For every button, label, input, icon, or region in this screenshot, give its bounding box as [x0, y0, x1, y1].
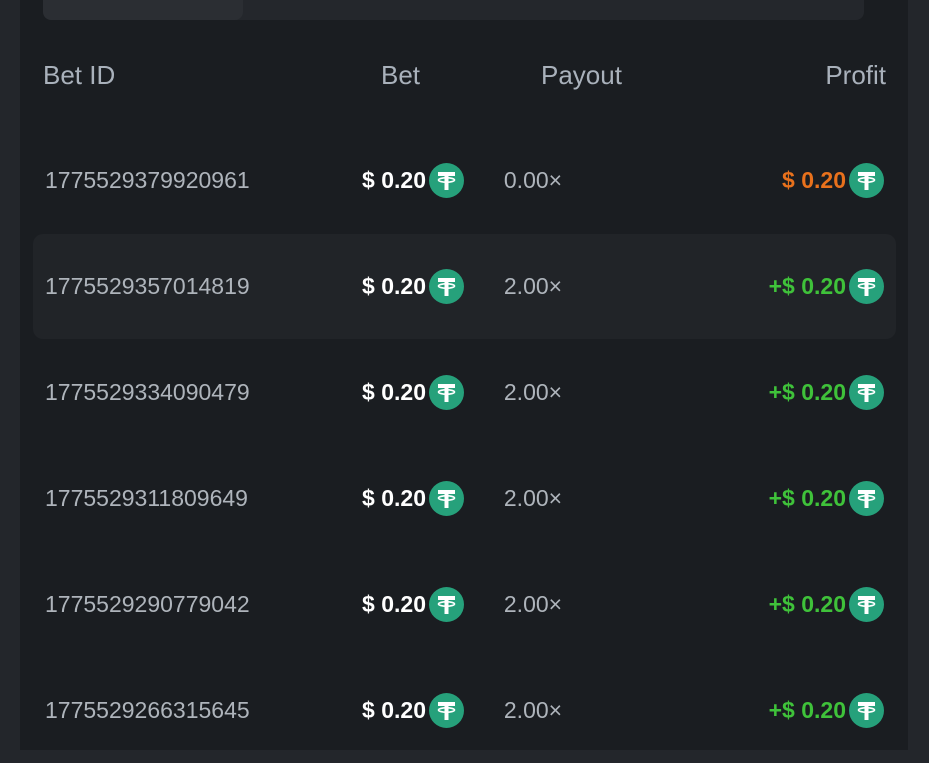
bet-amount: $ 0.20 — [362, 340, 464, 445]
tether-usdt-icon — [849, 269, 884, 304]
tab-bar — [43, 0, 864, 20]
tether-usdt-icon — [849, 375, 884, 410]
profit-value: +$ 0.20 — [768, 273, 846, 299]
tether-usdt-icon — [429, 587, 464, 622]
profit-value: +$ 0.20 — [768, 591, 846, 617]
bet-amount: $ 0.20 — [362, 128, 464, 233]
profit: +$ 0.20 — [769, 234, 884, 339]
profit-value: +$ 0.20 — [768, 697, 846, 723]
table-row[interactable]: 1775529266315645 $ 0.20 2.00× +$ 0.20 — [33, 658, 896, 763]
profit: +$ 0.20 — [769, 446, 884, 551]
tether-usdt-icon — [849, 693, 884, 728]
header-bet-id: Bet ID — [43, 60, 116, 90]
table-row[interactable]: 1775529379920961 $ 0.20 0.00× $ 0.20 — [33, 128, 896, 233]
tether-usdt-icon — [429, 693, 464, 728]
bet-amount-value: $ 0.20 — [362, 167, 426, 193]
bet-amount-value: $ 0.20 — [362, 591, 426, 617]
bet-amount-value: $ 0.20 — [362, 485, 426, 511]
table-row[interactable]: 1775529357014819 $ 0.20 2.00× +$ 0.20 — [33, 234, 896, 339]
profit: +$ 0.20 — [769, 340, 884, 445]
header-bet: Bet — [381, 60, 421, 90]
tether-usdt-icon — [429, 269, 464, 304]
payout: 2.00× — [503, 697, 563, 723]
bet-id: 1775529357014819 — [45, 273, 250, 299]
tether-usdt-icon — [429, 481, 464, 516]
payout: 2.00× — [503, 273, 563, 299]
bet-id: 1775529311809649 — [45, 485, 248, 511]
tether-usdt-icon — [429, 375, 464, 410]
tether-usdt-icon — [429, 163, 464, 198]
header-profit: Profit — [825, 60, 886, 90]
bet-id: 1775529290779042 — [45, 591, 250, 617]
bet-amount: $ 0.20 — [362, 446, 464, 551]
bet-amount: $ 0.20 — [362, 552, 464, 657]
header-payout: Payout — [541, 60, 622, 90]
bet-amount-value: $ 0.20 — [362, 273, 426, 299]
payout: 2.00× — [503, 485, 563, 511]
payout: 0.00× — [503, 167, 563, 193]
table-row[interactable]: 1775529334090479 $ 0.20 2.00× +$ 0.20 — [33, 340, 896, 445]
bet-amount: $ 0.20 — [362, 234, 464, 339]
tether-usdt-icon — [849, 481, 884, 516]
bet-amount-value: $ 0.20 — [362, 697, 426, 723]
profit: $ 0.20 — [782, 128, 884, 233]
tab-active[interactable] — [43, 0, 243, 20]
payout: 2.00× — [503, 379, 563, 405]
tether-usdt-icon — [849, 587, 884, 622]
profit: +$ 0.20 — [769, 552, 884, 657]
bet-id: 1775529266315645 — [45, 697, 250, 723]
table-row[interactable]: 1775529311809649 $ 0.20 2.00× +$ 0.20 — [33, 446, 896, 551]
profit-value: $ 0.20 — [782, 167, 846, 193]
profit-value: +$ 0.20 — [768, 485, 846, 511]
profit: +$ 0.20 — [769, 658, 884, 763]
profit-value: +$ 0.20 — [768, 379, 846, 405]
tether-usdt-icon — [849, 163, 884, 198]
table-row[interactable]: 1775529290779042 $ 0.20 2.00× +$ 0.20 — [33, 552, 896, 657]
bet-id: 1775529334090479 — [45, 379, 250, 405]
bet-id: 1775529379920961 — [45, 167, 250, 193]
payout: 2.00× — [503, 591, 563, 617]
bets-panel — [20, 0, 908, 750]
bet-amount-value: $ 0.20 — [362, 379, 426, 405]
bet-amount: $ 0.20 — [362, 658, 464, 763]
